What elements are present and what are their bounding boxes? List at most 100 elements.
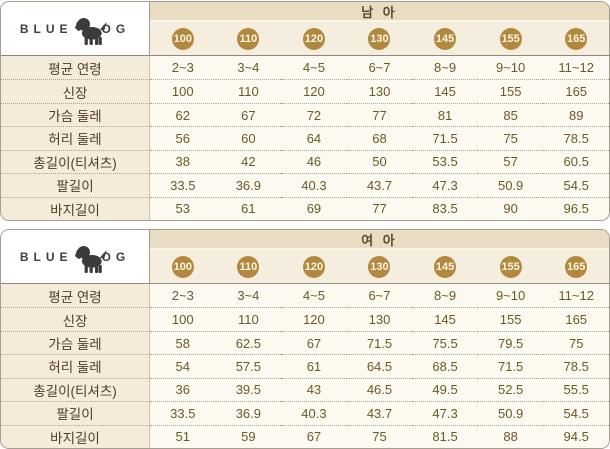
value-cell: 100 <box>150 307 216 331</box>
value-cell: 33.5 <box>150 401 216 425</box>
row-label: 팔길이 <box>1 401 150 425</box>
value-cell: 68 <box>346 126 413 150</box>
value-cell: 145 <box>412 307 478 331</box>
size-column-header: 100 <box>150 250 216 284</box>
value-cell: 52.5 <box>477 377 544 402</box>
value-cell: 6~7 <box>346 56 413 80</box>
row-label: 가슴 둘레 <box>1 330 150 355</box>
table-grid: BLUE OG 여 아 100 110 <box>1 230 609 448</box>
value-cell: 165 <box>543 307 609 331</box>
row-label: 바지길이 <box>1 424 150 448</box>
value-cell: 46.5 <box>346 377 413 402</box>
value-cell: 81 <box>412 102 478 127</box>
size-column-header: 130 <box>346 250 413 284</box>
value-cell: 120 <box>281 307 347 331</box>
value-cell: 78.5 <box>543 354 609 378</box>
value-cell: 75 <box>477 126 544 150</box>
value-cell: 81.5 <box>412 424 478 448</box>
size-column-header: 145 <box>412 250 478 284</box>
value-cell: 58 <box>150 330 216 355</box>
size-badge: 165 <box>565 27 588 50</box>
value-cell: 8~9 <box>412 284 478 308</box>
value-cell: 33.5 <box>150 173 216 197</box>
value-cell: 55.5 <box>543 377 609 402</box>
value-cell: 67 <box>281 330 347 355</box>
row-label: 신장 <box>1 79 150 103</box>
row-label: 가슴 둘레 <box>1 102 150 127</box>
size-column-header: 130 <box>346 22 413 56</box>
value-cell: 43.7 <box>346 173 413 197</box>
value-cell: 2~3 <box>150 56 216 80</box>
value-cell: 46 <box>281 149 347 174</box>
value-cell: 47.3 <box>412 401 478 425</box>
value-cell: 9~10 <box>477 284 544 308</box>
value-cell: 49.5 <box>412 377 478 402</box>
value-cell: 69 <box>281 196 347 220</box>
value-cell: 145 <box>412 79 478 103</box>
value-cell: 77 <box>346 102 413 127</box>
value-cell: 3~4 <box>215 56 282 80</box>
value-cell: 4~5 <box>281 56 347 80</box>
logo-text-right: OG <box>101 249 131 264</box>
size-column-header: 165 <box>543 22 609 56</box>
value-cell: 89 <box>543 102 609 127</box>
dog-silhouette-icon <box>74 17 107 45</box>
size-table-boys: BLUE OG 남 아 <box>0 1 610 221</box>
value-cell: 2~3 <box>150 284 216 308</box>
size-column-header: 155 <box>477 250 544 284</box>
logo-text-left: BLUE <box>19 249 73 264</box>
value-cell: 43 <box>281 377 347 402</box>
value-cell: 77 <box>346 196 413 220</box>
value-cell: 50 <box>346 149 413 174</box>
value-cell: 4~5 <box>281 284 347 308</box>
value-cell: 60.5 <box>543 149 609 174</box>
value-cell: 61 <box>215 196 282 220</box>
size-column-header: 110 <box>215 250 282 284</box>
value-cell: 75 <box>346 424 413 448</box>
value-cell: 53 <box>150 196 216 220</box>
row-label: 허리 둘레 <box>1 354 150 378</box>
table-title: 여 아 <box>150 230 609 250</box>
value-cell: 130 <box>346 79 413 103</box>
size-badge: 100 <box>171 255 194 278</box>
size-badge: 130 <box>368 27 391 50</box>
value-cell: 100 <box>150 79 216 103</box>
size-badge: 155 <box>499 27 522 50</box>
table-grid: BLUE OG 남 아 <box>1 2 609 220</box>
value-cell: 54 <box>150 354 216 378</box>
value-cell: 67 <box>215 102 282 127</box>
value-cell: 62 <box>150 102 216 127</box>
value-cell: 71.5 <box>477 354 544 378</box>
value-cell: 83.5 <box>412 196 478 220</box>
table-title: 남 아 <box>150 2 609 22</box>
value-cell: 78.5 <box>543 126 609 150</box>
value-cell: 11~12 <box>543 284 609 308</box>
size-column-header: 155 <box>477 22 544 56</box>
row-label: 평균 연령 <box>1 284 150 308</box>
size-badge: 165 <box>565 255 588 278</box>
value-cell: 11~12 <box>543 56 609 80</box>
value-cell: 64 <box>281 126 347 150</box>
value-cell: 9~10 <box>477 56 544 80</box>
size-column-header: 165 <box>543 250 609 284</box>
value-cell: 120 <box>281 79 347 103</box>
row-label: 바지길이 <box>1 196 150 220</box>
value-cell: 130 <box>346 307 413 331</box>
size-column-header: 120 <box>281 22 347 56</box>
value-cell: 47.3 <box>412 173 478 197</box>
brand-logo: BLUE OG <box>1 230 150 284</box>
value-cell: 75.5 <box>412 330 478 355</box>
value-cell: 50.9 <box>477 173 544 197</box>
size-column-header: 100 <box>150 22 216 56</box>
size-badge: 145 <box>434 255 457 278</box>
value-cell: 57 <box>477 149 544 174</box>
size-badge: 110 <box>237 27 260 50</box>
value-cell: 51 <box>150 424 216 448</box>
value-cell: 155 <box>477 307 544 331</box>
value-cell: 59 <box>215 424 282 448</box>
value-cell: 72 <box>281 102 347 127</box>
value-cell: 36.9 <box>215 173 282 197</box>
size-badge: 110 <box>237 255 260 278</box>
value-cell: 36 <box>150 377 216 402</box>
value-cell: 62.5 <box>215 330 282 355</box>
